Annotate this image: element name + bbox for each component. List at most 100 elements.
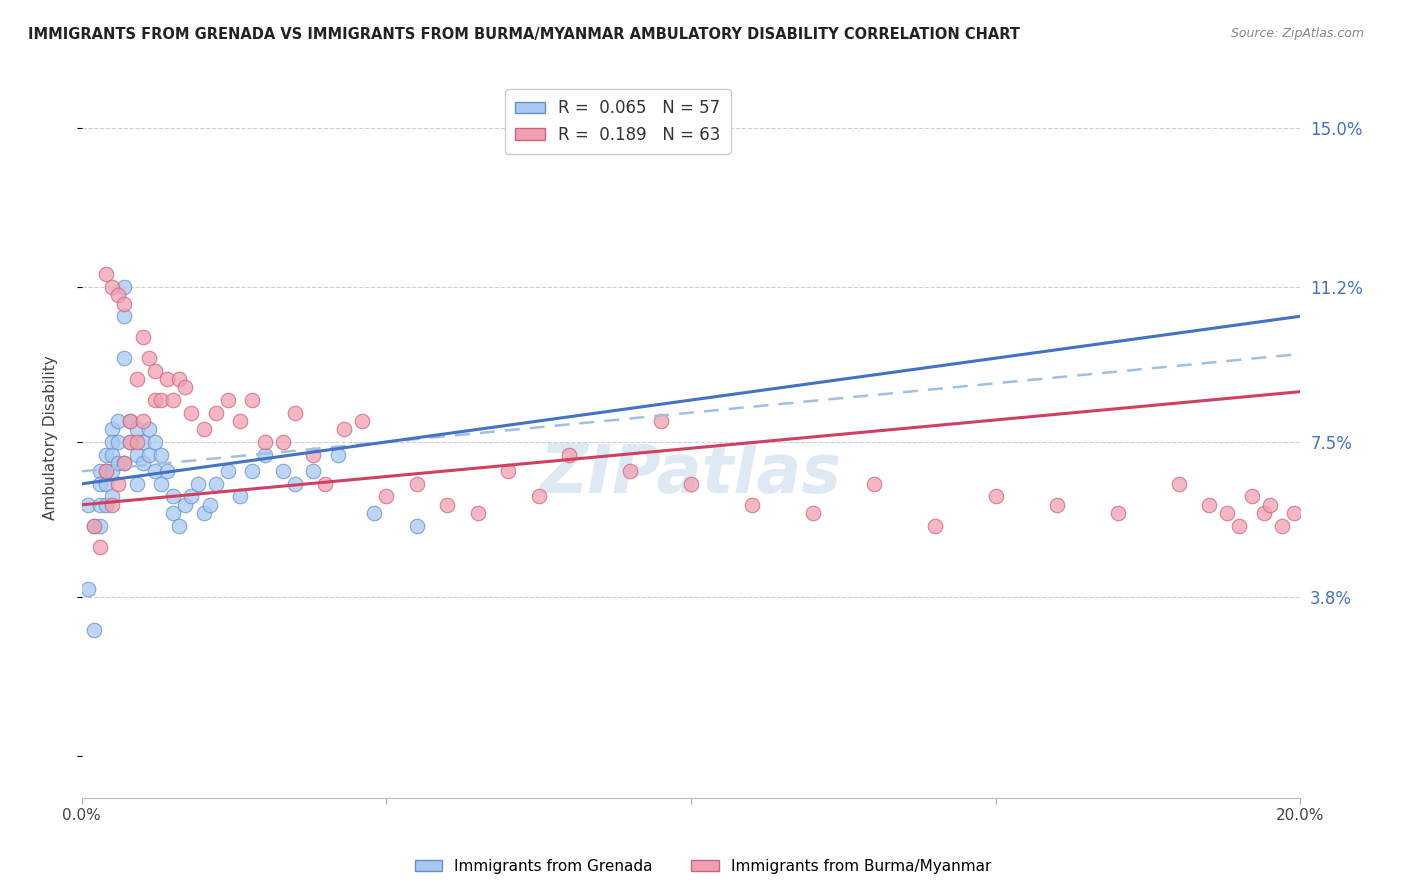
Point [94, 464, 117, 478]
Point [217, 464, 239, 478]
Point [107, 434, 129, 449]
Point [186, 476, 208, 491]
Point [94, 476, 117, 491]
Point [405, 476, 427, 491]
Point [112, 280, 135, 294]
Point [180, 406, 202, 420]
Text: ZIPatlas: ZIPatlas [540, 441, 842, 507]
Point [198, 498, 221, 512]
Point [271, 464, 294, 478]
Point [101, 490, 124, 504]
Point [1284, 506, 1306, 520]
Point [89, 498, 111, 512]
Point [363, 506, 385, 520]
Point [156, 372, 179, 386]
Point [1198, 498, 1220, 512]
Point [180, 490, 202, 504]
Point [174, 498, 197, 512]
Point [801, 506, 824, 520]
Point [101, 464, 124, 478]
Point [302, 464, 325, 478]
Point [94, 498, 117, 512]
Point [217, 392, 239, 407]
Legend: Immigrants from Grenada, Immigrants from Burma/Myanmar: Immigrants from Grenada, Immigrants from… [409, 853, 997, 880]
Point [112, 456, 135, 470]
Point [240, 464, 263, 478]
Point [1167, 476, 1189, 491]
Point [120, 434, 142, 449]
Point [314, 476, 336, 491]
Point [984, 490, 1007, 504]
Point [131, 456, 153, 470]
Point [229, 490, 252, 504]
Point [149, 448, 172, 462]
Point [138, 448, 160, 462]
Point [131, 434, 153, 449]
Y-axis label: Ambulatory Disability: Ambulatory Disability [44, 355, 58, 520]
Point [924, 518, 946, 533]
Point [162, 506, 184, 520]
Point [1046, 498, 1069, 512]
Point [112, 351, 135, 366]
Point [76, 498, 98, 512]
Point [162, 392, 184, 407]
Point [138, 351, 160, 366]
Point [143, 464, 166, 478]
Point [107, 288, 129, 302]
Point [131, 414, 153, 428]
Point [271, 434, 294, 449]
Point [1107, 506, 1129, 520]
Point [405, 518, 427, 533]
Text: IMMIGRANTS FROM GRENADA VS IMMIGRANTS FROM BURMA/MYANMAR AMBULATORY DISABILITY C: IMMIGRANTS FROM GRENADA VS IMMIGRANTS FR… [28, 27, 1021, 42]
Point [94, 464, 117, 478]
Point [436, 498, 458, 512]
Point [193, 506, 215, 520]
Point [120, 414, 142, 428]
Point [125, 434, 148, 449]
Point [101, 422, 124, 436]
Point [162, 490, 184, 504]
Point [125, 422, 148, 436]
Point [619, 464, 641, 478]
Point [143, 364, 166, 378]
Point [741, 498, 763, 512]
Point [94, 448, 117, 462]
Point [332, 422, 354, 436]
Point [174, 380, 197, 394]
Point [143, 434, 166, 449]
Point [1216, 506, 1239, 520]
Point [467, 506, 489, 520]
Point [284, 476, 307, 491]
Point [83, 518, 105, 533]
Point [284, 406, 307, 420]
Point [863, 476, 886, 491]
Point [558, 448, 581, 462]
Point [1258, 498, 1281, 512]
Point [375, 490, 398, 504]
Point [125, 372, 148, 386]
Point [681, 476, 703, 491]
Point [125, 448, 148, 462]
Text: Source: ZipAtlas.com: Source: ZipAtlas.com [1230, 27, 1364, 40]
Point [1229, 518, 1251, 533]
Point [138, 422, 160, 436]
Point [149, 476, 172, 491]
Point [204, 406, 226, 420]
Point [83, 624, 105, 638]
Point [112, 296, 135, 310]
Point [143, 392, 166, 407]
Point [1253, 506, 1275, 520]
Point [167, 518, 190, 533]
Point [89, 464, 111, 478]
Point [1240, 490, 1263, 504]
Point [1271, 518, 1294, 533]
Point [204, 476, 226, 491]
Point [240, 392, 263, 407]
Point [167, 372, 190, 386]
Point [89, 476, 111, 491]
Point [107, 476, 129, 491]
Point [350, 414, 373, 428]
Point [76, 582, 98, 596]
Point [94, 268, 117, 282]
Point [107, 456, 129, 470]
